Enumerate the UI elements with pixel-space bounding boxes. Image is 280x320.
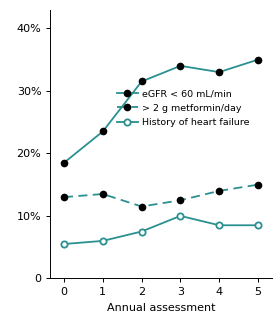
- > 2 g metformin/day: [101, 192, 104, 196]
- > 2 g metformin/day: [218, 189, 221, 193]
- History of heart failure: [140, 229, 143, 233]
- Legend: eGFR < 60 mL/min, > 2 g metformin/day, History of heart failure: eGFR < 60 mL/min, > 2 g metformin/day, H…: [117, 90, 249, 127]
- History of heart failure: [179, 214, 182, 218]
- > 2 g metformin/day: [140, 204, 143, 208]
- History of heart failure: [218, 223, 221, 227]
- History of heart failure: [101, 239, 104, 243]
- X-axis label: Annual assessment: Annual assessment: [107, 303, 215, 313]
- Line: eGFR < 60 mL/min: eGFR < 60 mL/min: [61, 57, 261, 166]
- > 2 g metformin/day: [62, 195, 66, 199]
- eGFR < 60 mL/min: [101, 130, 104, 133]
- eGFR < 60 mL/min: [256, 58, 260, 61]
- > 2 g metformin/day: [179, 198, 182, 202]
- History of heart failure: [62, 242, 66, 246]
- eGFR < 60 mL/min: [62, 161, 66, 165]
- History of heart failure: [256, 223, 260, 227]
- eGFR < 60 mL/min: [140, 80, 143, 84]
- Line: History of heart failure: History of heart failure: [61, 213, 261, 247]
- > 2 g metformin/day: [256, 183, 260, 187]
- eGFR < 60 mL/min: [179, 64, 182, 68]
- Line: > 2 g metformin/day: > 2 g metformin/day: [61, 181, 261, 210]
- eGFR < 60 mL/min: [218, 70, 221, 74]
